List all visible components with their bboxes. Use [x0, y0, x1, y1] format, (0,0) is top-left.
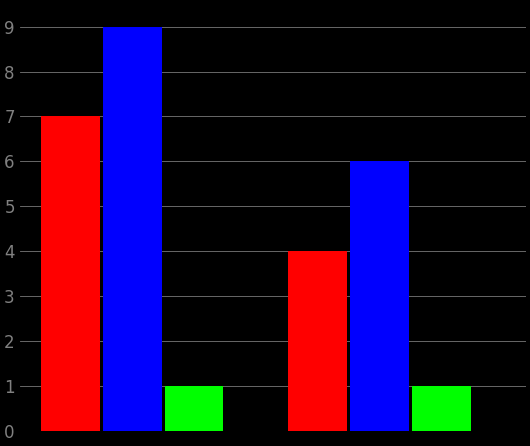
Bar	[288, 251, 347, 431]
Bar	[103, 27, 162, 431]
Bar	[412, 386, 471, 431]
Bar	[350, 161, 409, 431]
Bar	[41, 116, 100, 431]
Bar	[165, 386, 223, 431]
